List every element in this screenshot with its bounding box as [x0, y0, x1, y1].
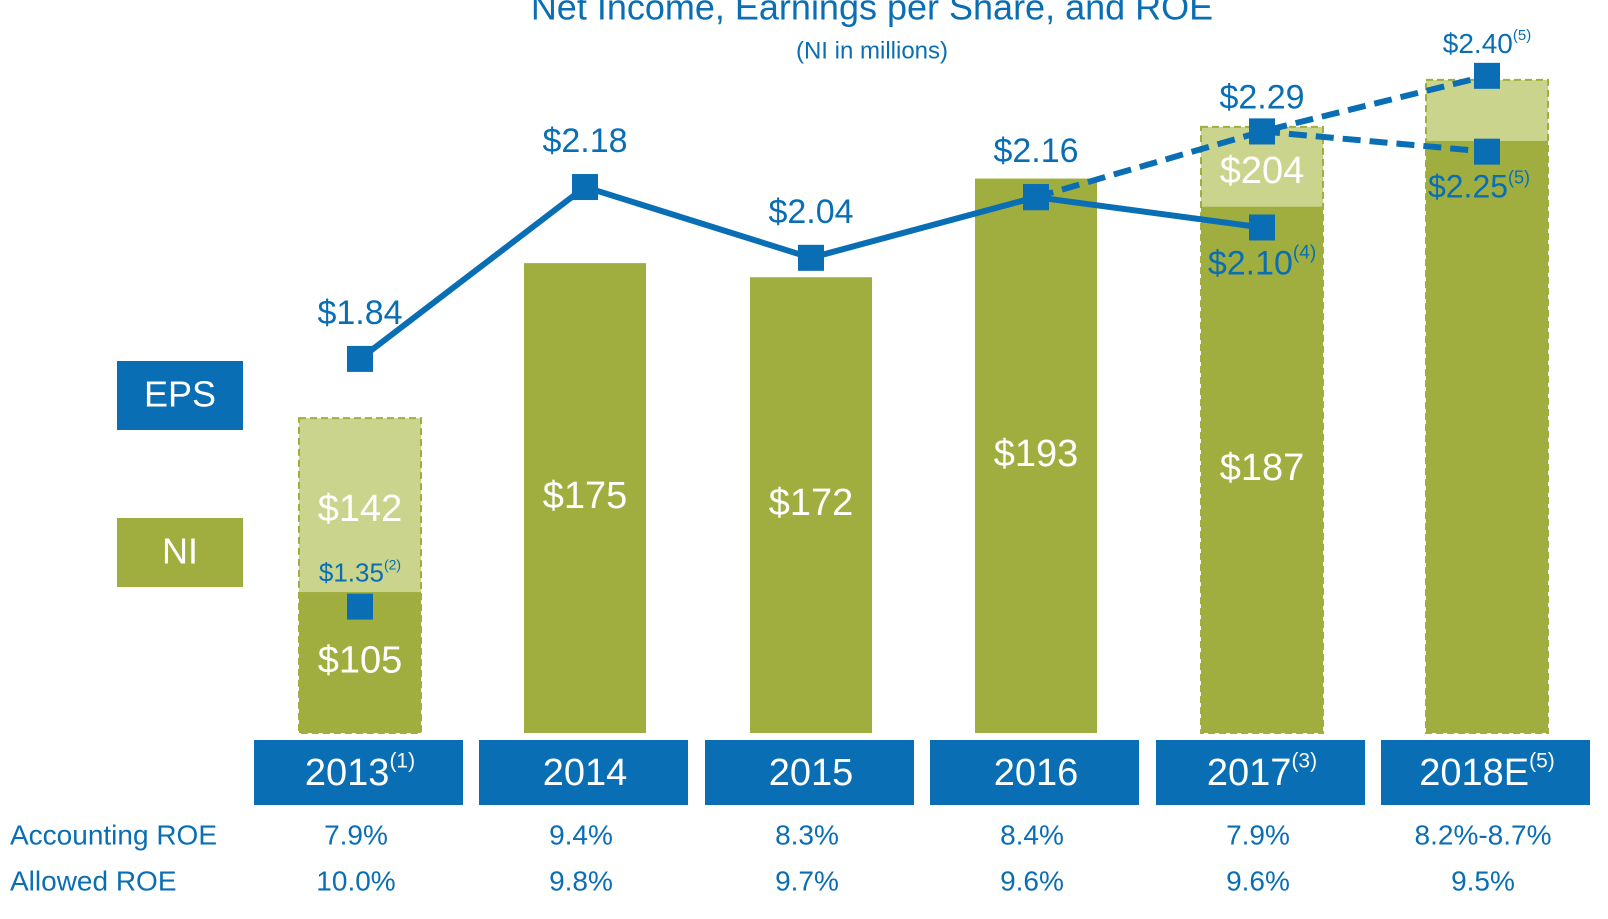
- x-tick-label: 2014: [543, 752, 628, 794]
- bar: [524, 263, 646, 733]
- eps-marker: [1249, 118, 1275, 145]
- x-tick-label-text: 2016: [994, 752, 1079, 794]
- category-box: [254, 740, 463, 805]
- table-cell: 9.6%: [1226, 865, 1290, 896]
- table-cell: 8.4%: [1000, 819, 1064, 850]
- x-tick-label-text: 2018E: [1419, 752, 1529, 794]
- eps-label: $2.25(5): [1428, 167, 1530, 205]
- x-tick-label-note: (3): [1291, 749, 1317, 772]
- table-cell: 8.3%: [775, 819, 839, 850]
- bar-label: $175: [543, 475, 628, 517]
- x-tick-label: 2018E(5): [1419, 749, 1555, 794]
- legend-label: EPS: [144, 374, 216, 415]
- eps-marker: [1249, 214, 1275, 241]
- x-tick-label-text: 2017: [1207, 752, 1292, 794]
- bar-label: $187: [1220, 447, 1305, 489]
- eps-label-note: (2): [384, 556, 401, 572]
- eps-marker: [572, 174, 598, 201]
- x-tick-label: 2013(1): [305, 749, 415, 794]
- table-cell: 9.4%: [549, 819, 613, 850]
- eps-label-text: $2.40: [1443, 28, 1513, 59]
- eps-label-text: $1.84: [317, 294, 402, 332]
- table-cell: 8.2%-8.7%: [1415, 819, 1552, 850]
- adjusted-bar-label: $204: [1220, 150, 1305, 192]
- x-tick-label: 2017(3): [1207, 749, 1317, 794]
- bar: [1426, 140, 1548, 733]
- eps-label-text: $2.29: [1219, 78, 1304, 116]
- chart-subtitle: (NI in millions): [796, 37, 948, 64]
- eps-label: $2.04: [768, 193, 853, 231]
- eps-label: $2.40(5): [1443, 27, 1531, 59]
- eps-label-text: $2.04: [768, 193, 853, 231]
- eps-label: $1.84: [317, 294, 402, 332]
- eps-line: [1035, 72, 1488, 201]
- category-box: [930, 740, 1139, 805]
- eps-label: $2.10(4): [1208, 243, 1316, 283]
- x-tick-label: 2015: [769, 752, 854, 794]
- table-cell: 9.5%: [1451, 865, 1515, 896]
- table-cell: 9.7%: [775, 865, 839, 896]
- category-box: [1156, 740, 1365, 805]
- legend-label: NI: [162, 531, 198, 572]
- category-box: [1381, 740, 1590, 805]
- eps-marker: [1023, 184, 1049, 211]
- eps-marker: [1474, 138, 1500, 165]
- x-tick-label-text: 2014: [543, 752, 628, 794]
- table-row-label: Accounting ROE: [10, 819, 217, 850]
- table-cell: 7.9%: [1226, 819, 1290, 850]
- eps-label: $2.16: [993, 132, 1078, 170]
- table-cell: 10.0%: [316, 865, 395, 896]
- bar: [975, 178, 1097, 734]
- table-cell: 7.9%: [324, 819, 388, 850]
- eps-label-note: (5): [1508, 167, 1530, 187]
- eps-marker: [798, 244, 824, 271]
- eps-label-text: $2.16: [993, 132, 1078, 170]
- eps-marker: [347, 345, 373, 372]
- eps-label: $2.18: [542, 122, 627, 160]
- table-row-label: Allowed ROE: [10, 865, 177, 896]
- table-cell: 9.6%: [1000, 865, 1064, 896]
- bar-label: $172: [769, 482, 854, 524]
- eps-marker: [347, 593, 373, 620]
- x-tick-label-text: 2015: [769, 752, 854, 794]
- eps-marker: [1474, 62, 1500, 89]
- category-box: [705, 740, 914, 805]
- x-tick-label: 2016: [994, 752, 1079, 794]
- bar: [750, 277, 872, 733]
- eps-label-text: $2.18: [542, 122, 627, 160]
- eps-label: $2.29: [1219, 78, 1304, 116]
- eps-label-note: (4): [1293, 243, 1316, 264]
- eps-label-note: (5): [1513, 27, 1531, 44]
- x-tick-label-note: (5): [1529, 749, 1555, 772]
- legend-swatch: [117, 518, 243, 587]
- eps-label-text: $2.10: [1208, 244, 1293, 282]
- eps-label-text: $2.25: [1428, 169, 1508, 205]
- bar: [1201, 206, 1323, 733]
- table-cell: 9.8%: [549, 865, 613, 896]
- adjusted-bar-label: $142: [318, 488, 403, 530]
- eps-line: [1261, 128, 1488, 155]
- chart-title: Net Income, Earnings per Share, and ROE: [531, 0, 1213, 28]
- eps-label-text: $1.35: [319, 557, 384, 587]
- category-box: [479, 740, 688, 805]
- bar-label: $105: [318, 640, 403, 682]
- bar-label: $193: [994, 433, 1079, 475]
- x-tick-label-text: 2013: [305, 752, 390, 794]
- legend-swatch: [117, 361, 243, 430]
- x-tick-label-note: (1): [389, 749, 415, 772]
- eps-label: $1.35(2): [319, 556, 401, 587]
